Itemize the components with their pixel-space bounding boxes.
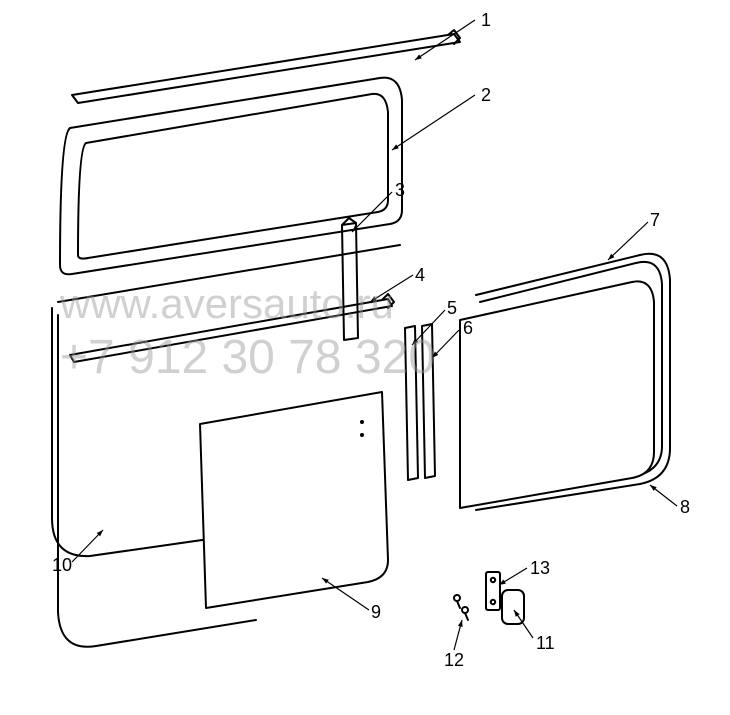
callout-4: 4	[415, 265, 425, 286]
callout-7: 7	[650, 210, 660, 231]
callout-13: 13	[530, 558, 550, 579]
callout-3: 3	[395, 180, 405, 201]
callout-12: 12	[444, 650, 464, 671]
diagram-canvas	[0, 0, 730, 715]
callout-2: 2	[481, 85, 491, 106]
callout-8: 8	[680, 497, 690, 518]
callout-11: 11	[536, 633, 555, 654]
callout-10: 10	[52, 555, 72, 576]
callout-9: 9	[371, 602, 381, 623]
callout-1: 1	[481, 10, 491, 31]
callout-6: 6	[463, 318, 473, 339]
callout-5: 5	[447, 298, 457, 319]
